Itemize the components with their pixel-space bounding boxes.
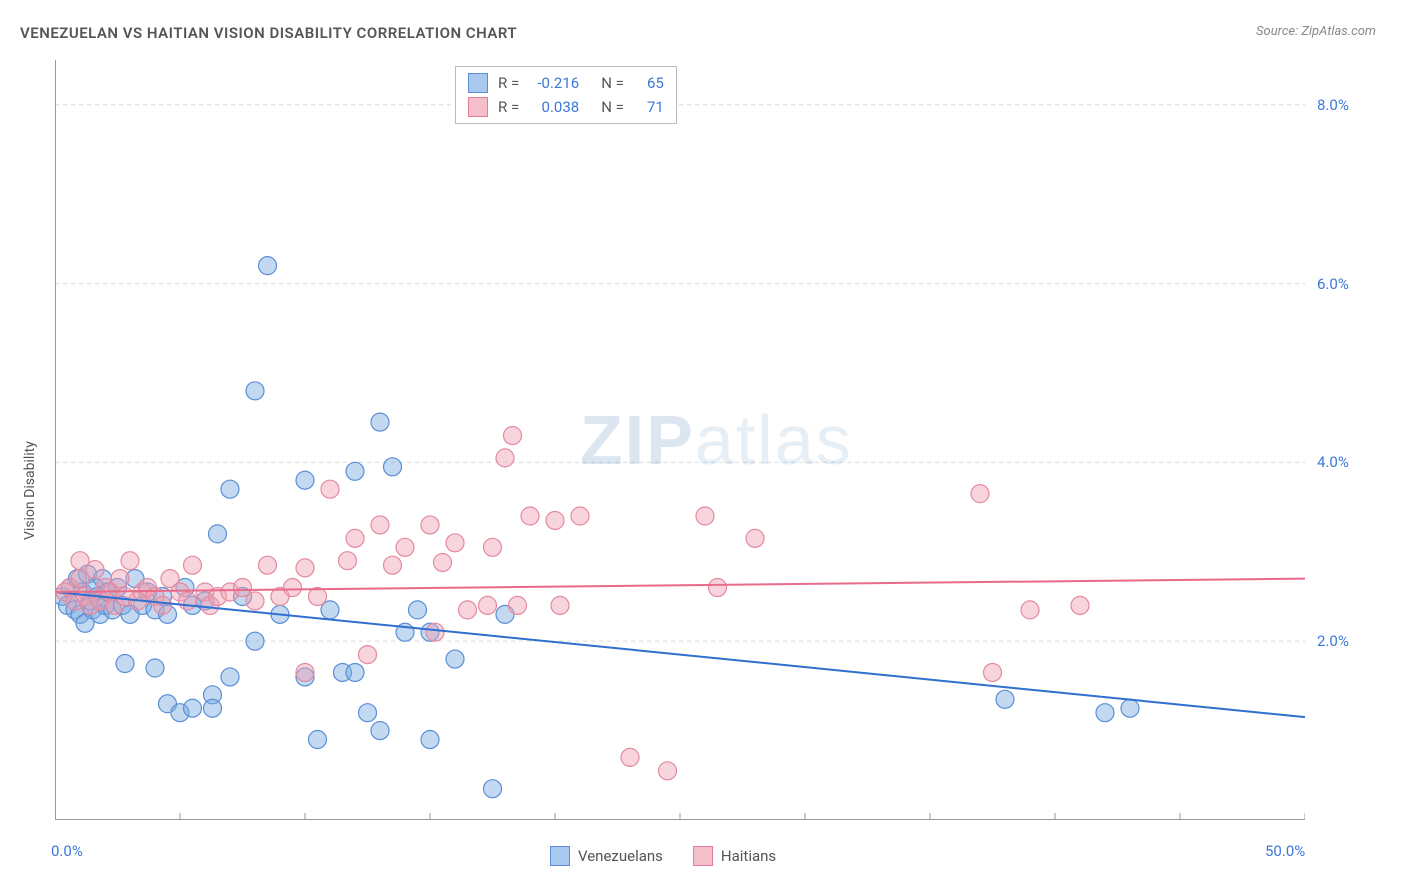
stats-row: R = -0.216 N = 65 xyxy=(456,71,676,95)
legend-item: Haitians xyxy=(693,846,776,866)
scatter-plot xyxy=(55,60,1305,820)
y-tick-label: 6.0% xyxy=(1317,275,1349,293)
legend-item: Venezuelans xyxy=(550,846,663,866)
stat-n-label: N = xyxy=(601,98,624,116)
source-attribution: Source: ZipAtlas.com xyxy=(1256,24,1376,39)
stat-n-label: N = xyxy=(601,74,624,92)
legend-swatch xyxy=(693,846,713,866)
correlation-stats-box: R = -0.216 N = 65 R = 0.038 N = 71 xyxy=(455,66,677,124)
x-tick-label: 0.0% xyxy=(51,842,83,860)
series-swatch xyxy=(468,97,488,117)
stat-r-label: R = xyxy=(498,74,519,92)
stats-row: R = 0.038 N = 71 xyxy=(456,95,676,119)
x-tick-label: 50.0% xyxy=(1265,842,1305,860)
stat-n-value: 71 xyxy=(634,98,664,116)
y-axis-label: Vision Disability xyxy=(22,441,38,540)
y-tick-label: 2.0% xyxy=(1317,632,1349,650)
y-tick-label: 4.0% xyxy=(1317,453,1349,471)
stat-r-label: R = xyxy=(498,98,519,116)
chart-title: VENEZUELAN VS HAITIAN VISION DISABILITY … xyxy=(20,24,517,42)
series-swatch xyxy=(468,73,488,93)
legend-label: Haitians xyxy=(721,847,776,865)
bottom-legend: Venezuelans Haitians xyxy=(550,846,776,866)
legend-swatch xyxy=(550,846,570,866)
stat-r-value: 0.038 xyxy=(529,98,579,116)
stat-r-value: -0.216 xyxy=(529,74,579,92)
legend-label: Venezuelans xyxy=(578,847,663,865)
stat-n-value: 65 xyxy=(634,74,664,92)
y-tick-label: 8.0% xyxy=(1317,96,1349,114)
chart-container: VENEZUELAN VS HAITIAN VISION DISABILITY … xyxy=(0,0,1406,892)
